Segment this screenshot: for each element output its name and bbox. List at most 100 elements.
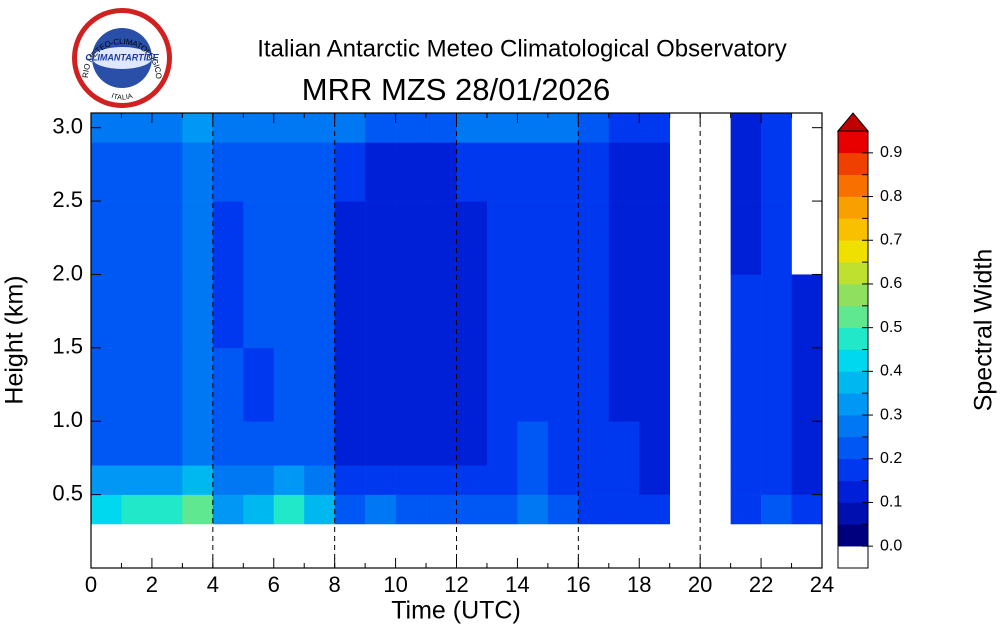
heatmap-cell [456, 347, 488, 422]
heatmap-cell [212, 274, 244, 349]
y-tick-label: 0.5 [52, 480, 83, 505]
heatmap-cell [182, 201, 214, 275]
colorbar-cell [838, 305, 868, 328]
heatmap-cell [517, 421, 549, 466]
x-tick-label: 6 [268, 572, 280, 597]
heatmap-cell [365, 494, 396, 525]
heatmap [91, 113, 823, 525]
heatmap-cell [578, 494, 610, 525]
heatmap-cell [578, 421, 610, 466]
heatmap-cell [761, 347, 792, 422]
heatmap-cell [547, 274, 579, 349]
heatmap-cell [334, 201, 366, 275]
heatmap-cell [608, 421, 640, 466]
heatmap-cell [151, 421, 183, 466]
heatmap-cell [639, 113, 671, 143]
axes: 0 2 4 6 8 10 12 14 16 18 20 22 240.51.01.52.02.53.00… [52, 112, 902, 597]
colorbar-cell [838, 436, 868, 460]
heatmap-cell [273, 421, 305, 466]
heatmap-cell [334, 421, 366, 466]
heatmap-cell [547, 421, 579, 466]
logo: OSSERVATORIO METEO-CLIMATOLOGICO ANTARTI… [0, 0, 172, 108]
heatmap-cell [426, 274, 457, 349]
x-axis-label: Time (UTC) [391, 597, 521, 625]
colorbar-cell [838, 131, 868, 154]
y-tick-label: 1.5 [52, 334, 83, 359]
x-tick-label: 10 [383, 572, 407, 597]
heatmap-cell [395, 274, 427, 349]
heatmap-cell [395, 347, 427, 422]
heatmap-cell [212, 421, 244, 466]
heatmap-cell [486, 274, 518, 349]
heatmap-cell [243, 494, 275, 525]
heatmap-cell [182, 494, 214, 525]
heatmap-cell [730, 113, 762, 143]
logo-name: CLIMANTARTIDE [85, 52, 159, 62]
heatmap-cell [547, 465, 579, 495]
heatmap-cell [365, 274, 396, 349]
heatmap-cell [426, 347, 457, 422]
heatmap-cell [151, 347, 183, 422]
heatmap-cell [273, 142, 305, 202]
heatmap-cell [547, 201, 579, 275]
heatmap-cell [334, 142, 366, 202]
colorbar-tick-label: 0.9 [880, 144, 902, 161]
heatmap-cell [182, 142, 214, 202]
heatmap-cell [791, 465, 823, 495]
heatmap-cell [608, 274, 640, 349]
heatmap-cell [395, 421, 427, 466]
heatmap-cell [304, 465, 335, 495]
x-tick-label: 16 [566, 572, 590, 597]
heatmap-cell [639, 142, 671, 202]
heatmap-cell [517, 465, 549, 495]
heatmap-cell [456, 201, 488, 275]
heatmap-cell [365, 347, 396, 422]
heatmap-cell [578, 142, 610, 202]
heatmap-cell [182, 113, 214, 143]
heatmap-cell [273, 274, 305, 349]
heatmap-cell [273, 465, 305, 495]
heatmap-cell [91, 201, 122, 275]
heatmap-cell [182, 465, 214, 495]
colorbar-cell [838, 524, 868, 547]
heatmap-cell [456, 142, 488, 202]
heatmap-cell [395, 113, 427, 143]
colorbar-cell [838, 546, 868, 569]
heatmap-cell [547, 347, 579, 422]
heatmap-cell [517, 494, 549, 525]
heatmap-cell [182, 421, 214, 466]
colorbar-label: Spectral Width [970, 249, 998, 412]
heatmap-cell [791, 347, 823, 422]
heatmap-cell [212, 494, 244, 525]
heatmap-cell [243, 142, 275, 202]
heatmap-cell [791, 274, 823, 349]
heatmap-cell [212, 113, 244, 143]
colorbar-tick-label: 0.5 [880, 319, 902, 336]
heatmap-cell [151, 201, 183, 275]
heatmap-cell [426, 421, 457, 466]
heatmap-cell [91, 274, 122, 349]
logo-banner [92, 47, 152, 69]
heatmap-cell [730, 142, 762, 202]
heatmap-cell [608, 113, 640, 143]
colorbar-cell [838, 415, 868, 438]
heatmap-cell [486, 465, 518, 495]
heatmap-cell [121, 465, 153, 495]
colorbar-cell [838, 262, 868, 285]
colorbar-cell [838, 349, 868, 372]
heatmap-cell [456, 421, 488, 466]
heatmap-cell [456, 274, 488, 349]
logo-country: ITALIA [110, 93, 133, 102]
heatmap-cell [578, 347, 610, 422]
heatmap-cell [456, 465, 488, 495]
heatmap-cell [334, 465, 366, 495]
y-tick-label: 2.5 [52, 187, 83, 212]
x-tick-label: 24 [810, 572, 834, 597]
heatmap-cell [761, 201, 792, 275]
heatmap-cell [243, 347, 275, 422]
x-tick-label: 18 [627, 572, 651, 597]
heatmap-cell [639, 347, 671, 422]
heatmap-cell [273, 113, 305, 143]
heatmap-cell [243, 421, 275, 466]
